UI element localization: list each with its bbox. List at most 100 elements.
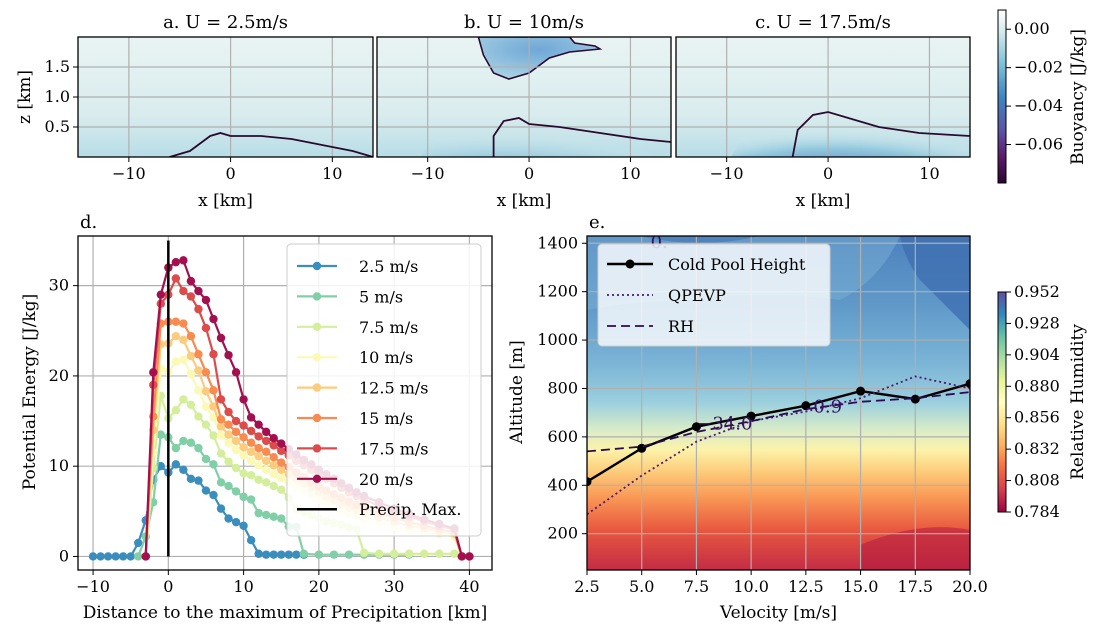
panel-d: d. −10 0 10 20 30 40 0 10 20 30 Distance to the max… [20,212,493,623]
tick-label-y: 200 [547,524,578,543]
data-point [201,402,211,411]
data-point [156,430,165,439]
data-point [277,465,286,474]
tick-label-y: 1.5 [45,57,70,76]
data-point [231,445,241,455]
data-point [284,550,293,559]
data-point [277,446,286,456]
data-point [239,469,248,478]
data-point [277,550,286,559]
data-point [194,350,203,359]
data-point [269,481,278,491]
panel-title: c. U = 17.5m/s [755,12,891,33]
data-point [126,552,135,561]
data-point [141,552,150,561]
contour-line [791,111,970,157]
tick-label-x: 10 [919,164,939,183]
plot-area [78,37,373,157]
data-point [910,394,920,404]
axis-label-x: Distance to the maximum of Precipitation… [83,603,488,623]
colorbar-label: Buoyancy [J/kg] [1068,29,1088,165]
colorbar-tick-label: 0.928 [1014,313,1060,332]
data-point [149,368,158,377]
data-point [103,552,113,561]
data-point [261,456,271,465]
data-point [171,406,181,415]
series-line [587,375,970,516]
axes-frame [77,235,493,571]
data-point [179,256,188,265]
data-point [209,402,218,411]
legend-label: Precip. Max. [359,500,461,519]
legend-marker [312,261,322,271]
data-point [171,460,181,469]
series-RH [587,391,970,453]
tick-label-y: 10 [49,456,69,475]
tick-label-x: 10 [233,577,253,596]
data-point [186,438,196,447]
colorbar-tick-label: −0.06 [1014,135,1063,154]
data-point [261,478,271,487]
data-point [277,485,286,494]
rh-colorbar: 0.952 0.928 0.904 0.880 0.856 0.832 0.808 0.784… [997,282,1088,521]
data-point [587,477,592,487]
data-point [186,276,196,286]
data-point [389,549,399,558]
legend-label: 15 m/s [359,409,413,428]
data-point [314,550,324,559]
tick-label-x: 2.5 [574,577,599,596]
data-point [246,426,256,436]
data-point [292,550,301,559]
tick-label-x: 30 [384,577,404,596]
tick-label-x: 20.0 [952,577,988,596]
data-point [261,447,271,456]
data-point [329,550,339,559]
legend-label: 5 m/s [359,287,403,306]
data-point [209,431,218,440]
data-point [194,386,203,395]
data-point [435,549,444,558]
tick-label-x: 15.0 [843,577,879,596]
data-point [239,492,248,502]
tick-label-x: 40 [459,577,479,596]
tick-label-y: 0 [59,546,69,565]
data-point [201,454,211,464]
data-point [254,420,263,429]
tick-label-x: 10 [620,164,640,183]
data-point [171,443,181,453]
data-point [194,286,203,296]
colorbar-tick-label: 0.00 [1014,19,1050,38]
legend-marker [312,322,322,331]
data-point [209,314,218,324]
tick-label-y: 1.0 [45,87,70,106]
data-point [171,274,181,283]
data-point [277,514,286,523]
data-point [194,366,203,375]
contour-line [492,117,671,157]
contour-blob [477,37,603,80]
data-point [134,538,143,548]
axis-label-x: Velocity [m/s] [719,603,837,623]
grid [676,37,970,157]
axis-label-y: z [km] [15,70,35,124]
contour-line [169,132,373,157]
data-point [254,443,263,453]
data-point [186,332,196,341]
data-point [179,286,188,296]
data-point [254,475,263,484]
panel-e: 0.9−34.00.e.2.5 5.0 7.5 10.0 12.5 15.0 17.5 20.… [507,212,988,623]
data-point [420,549,429,558]
legend: 2.5 m/s 5 m/s 7.5 m/s 10 m/s 12.5 m/s 15 m/s 1… [286,243,482,537]
colorbar-tick-label: 0.952 [1014,282,1060,301]
tick-label-y: 1200 [537,282,578,301]
panel-title: a. U = 2.5m/s [163,12,288,33]
colorbar-tick-label: −0.02 [1014,58,1063,77]
tick-label-x: 0 [163,577,173,596]
data-point [201,295,211,305]
tick-label-x: 0 [225,164,235,183]
data-point [209,386,218,395]
legend-label: 17.5 m/s [359,439,428,458]
data-point [179,335,188,345]
panel-c: c. U = 17.5m/s −10 0 10 x [km] [675,12,971,211]
data-point [186,351,196,361]
